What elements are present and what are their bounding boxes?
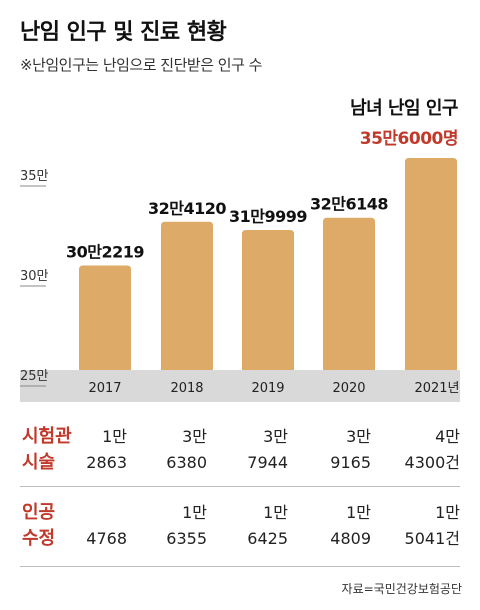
row-label-line: 시험관 [22,426,72,447]
table-cell: 1만 [182,503,207,522]
table-row-ivf: 시험관 시술 1만 2863 3만 6380 3만 7944 3만 9165 4만 4300건 [0,420,480,480]
bar-data-label: 31만9999 [229,207,307,226]
chart-title: 난임 인구 및 진료 현황 [20,20,227,45]
bar [323,217,375,370]
x-tick-label: 2020 [332,381,365,396]
source-note: 자료=국민건강보험공단 [341,582,462,596]
table-cell: 1만 [102,427,127,446]
table-cell: 4만 [435,427,460,446]
x-tick-label: 2017 [88,381,121,396]
table-cell: 7944 [247,453,288,472]
chart-subtitle: ※난임인구는 난임으로 진단받은 인구 수 [20,56,262,74]
bar-chart: 25만 30만 35만 30만2219 2017 32만4120 2018 31만9999 20… [20,158,460,402]
table-cell: 5041건 [404,529,460,548]
x-tick-label: 2018 [170,381,203,396]
table-divider [20,566,460,567]
table-cell: 6355 [166,529,207,548]
bar-data-label: 32만4120 [148,199,226,218]
table-divider [20,486,460,487]
bar [405,158,457,370]
table-cell: 4300건 [404,453,460,472]
table-cell: 9165 [330,453,371,472]
bar [79,265,131,370]
highlight-label: 남녀 난임 인구 [350,98,458,119]
table-cell: 4809 [330,529,371,548]
table-cell: 3만 [346,427,371,446]
table-cell: 3만 [182,427,207,446]
x-axis-band [20,370,460,402]
row-label-ivf: 시험관 시술 [22,424,82,476]
bar [161,221,213,370]
table-cell: 6425 [247,529,288,548]
table-cell: 1만 [263,503,288,522]
table-cell: 2863 [86,453,127,472]
y-tick-label: 30만 [20,269,49,284]
bar-data-label: 32만6148 [310,195,388,214]
bar-data-label: 30만2219 [66,243,144,262]
table-row-insemination: 인공 수정 4768 1만 6355 1만 6425 1만 4809 1만 5041건 [0,496,480,556]
x-tick-label: 2019 [251,381,284,396]
table-cell: 6380 [166,453,207,472]
bar [242,230,294,370]
x-tick-label: 2021년 [414,381,459,396]
row-label-line: 수정 [22,528,56,549]
table-cell: 1만 [435,503,460,522]
row-label-insemination: 인공 수정 [22,500,82,552]
table-cell: 1만 [346,503,371,522]
row-label-line: 인공 [22,502,56,523]
table-cell: 3만 [263,427,288,446]
table-cell: 4768 [86,529,127,548]
y-tick-label: 35만 [20,169,49,184]
highlight-value: 35만6000명 [359,129,459,149]
y-tick-label: 25만 [20,369,49,384]
row-label-line: 시술 [22,452,56,473]
